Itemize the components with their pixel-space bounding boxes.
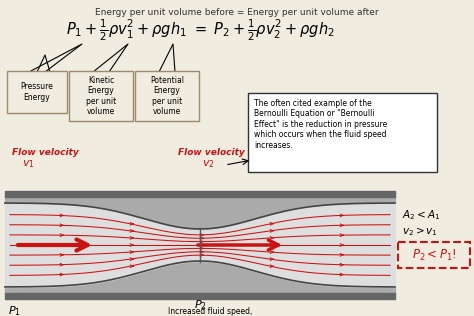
- FancyBboxPatch shape: [135, 71, 199, 121]
- FancyBboxPatch shape: [398, 242, 470, 268]
- Text: Increased fluid speed,
decreased internal pressure.: Increased fluid speed, decreased interna…: [155, 307, 265, 316]
- Text: $v_2$: $v_2$: [202, 158, 215, 170]
- Text: $v_2 > v_1$: $v_2 > v_1$: [402, 225, 438, 238]
- Text: Energy per unit volume before = Energy per unit volume after: Energy per unit volume before = Energy p…: [95, 8, 379, 17]
- Text: Kinetic
Energy
per unit
volume: Kinetic Energy per unit volume: [86, 76, 116, 116]
- Text: $v_1$: $v_1$: [22, 158, 35, 170]
- Text: Flow velocity: Flow velocity: [178, 148, 245, 157]
- Text: $P_1 + \frac{1}{2}\rho v_1^2 + \rho g h_1\ =\ P_2 + \frac{1}{2}\rho v_2^2 + \rho: $P_1 + \frac{1}{2}\rho v_1^2 + \rho g h_…: [65, 18, 334, 43]
- FancyBboxPatch shape: [7, 71, 67, 113]
- Text: $A_2 < A_1$: $A_2 < A_1$: [402, 208, 440, 222]
- Text: The often cited example of the
Bernoulli Equation or "Bernoulli
Effect" is the r: The often cited example of the Bernoulli…: [254, 99, 387, 149]
- Text: $P_2 < P_1!$: $P_2 < P_1!$: [412, 247, 456, 263]
- Text: $P_1$: $P_1$: [8, 304, 21, 316]
- Text: Flow velocity: Flow velocity: [12, 148, 79, 157]
- Text: Potential
Energy
per unit
volume: Potential Energy per unit volume: [150, 76, 184, 116]
- Text: Pressure
Energy: Pressure Energy: [20, 82, 54, 102]
- FancyBboxPatch shape: [248, 93, 437, 172]
- FancyBboxPatch shape: [69, 71, 133, 121]
- Text: $P_2$: $P_2$: [193, 298, 206, 312]
